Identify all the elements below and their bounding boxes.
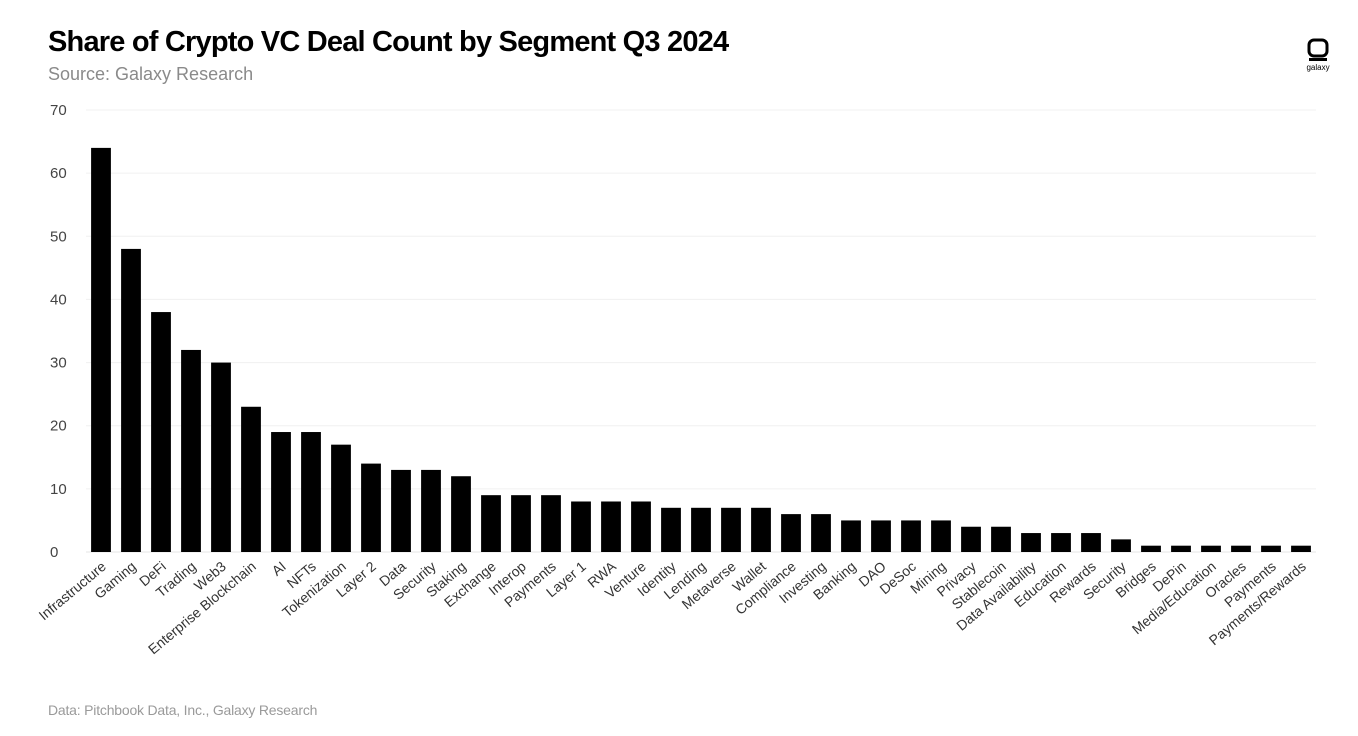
bar (691, 507, 711, 552)
y-tick-label: 30 (50, 355, 67, 372)
galaxy-logo-text: galaxy (1306, 63, 1330, 72)
bar (511, 495, 531, 552)
bar (241, 406, 261, 552)
bar (1171, 545, 1191, 552)
bar (541, 495, 561, 552)
y-tick-label: 70 (50, 102, 67, 119)
bar (361, 463, 381, 552)
bar (1081, 533, 1101, 552)
y-tick-label: 10 (50, 481, 67, 498)
bar (1231, 545, 1251, 552)
bar (901, 520, 921, 552)
bar (121, 248, 141, 552)
bar (1051, 533, 1071, 552)
bar (391, 469, 411, 552)
bar (451, 476, 471, 552)
bar (421, 469, 441, 552)
bar (1291, 545, 1311, 552)
bar (631, 501, 651, 552)
bar (661, 507, 681, 552)
bar (1261, 545, 1281, 552)
bar (781, 514, 801, 552)
bar (301, 432, 321, 552)
y-tick-label: 20 (50, 418, 67, 435)
bar (601, 501, 621, 552)
x-tick-label: AI (269, 558, 289, 579)
bar (91, 147, 111, 552)
bar (751, 507, 771, 552)
bar (181, 349, 201, 552)
bar (721, 507, 741, 552)
galaxy-logo-icon (1307, 38, 1329, 61)
bar (481, 495, 501, 552)
y-tick-label: 60 (50, 165, 67, 182)
y-tick-label: 40 (50, 291, 67, 308)
bar (811, 514, 831, 552)
bar (1111, 539, 1131, 552)
bar (871, 520, 891, 552)
bar (1021, 533, 1041, 552)
bar (961, 526, 981, 552)
chart-footer: Data: Pitchbook Data, Inc., Galaxy Resea… (48, 702, 318, 718)
bar (331, 444, 351, 552)
bar (991, 526, 1011, 552)
bar (151, 312, 171, 552)
bar (571, 501, 591, 552)
bar (931, 520, 951, 552)
galaxy-logo: galaxy (1300, 38, 1336, 72)
bar (211, 362, 231, 552)
y-tick-label: 0 (50, 544, 58, 561)
bar-chart: 010203040506070InfrastructureGamingDeFiT… (35, 102, 1316, 657)
y-tick-label: 50 (50, 228, 67, 245)
bar (271, 432, 291, 552)
chart-title: Share of Crypto VC Deal Count by Segment… (48, 26, 729, 58)
bar (841, 520, 861, 552)
chart-subtitle: Source: Galaxy Research (48, 64, 254, 84)
bar (1141, 545, 1161, 552)
bar (1201, 545, 1221, 552)
